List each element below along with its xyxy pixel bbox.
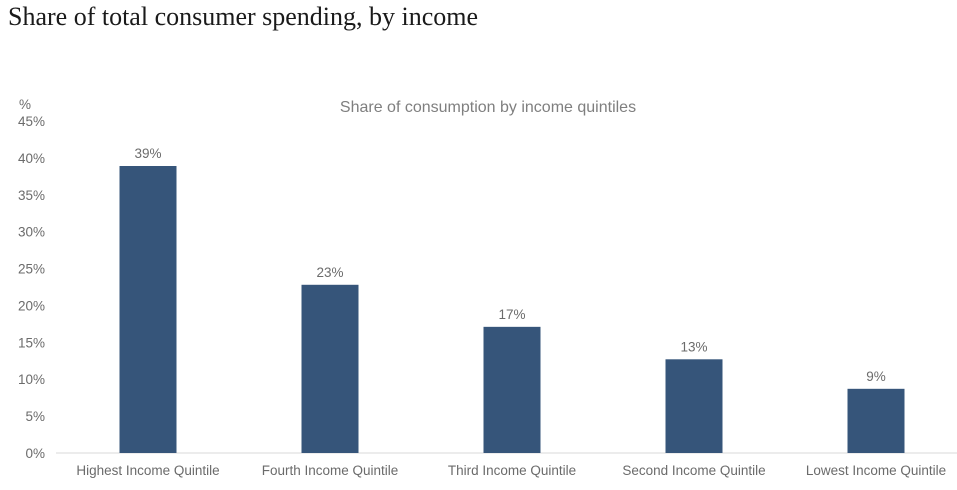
chart-title: Share of consumption by income quintiles bbox=[340, 99, 636, 116]
category-label: Fourth Income Quintile bbox=[262, 463, 399, 478]
data-label: 9% bbox=[866, 369, 886, 384]
data-labels: 39% 23% 17% 13% 9% bbox=[134, 146, 885, 384]
category-label: Second Income Quintile bbox=[622, 463, 765, 478]
y-tick-label: 25% bbox=[18, 262, 45, 277]
y-tick-label: 20% bbox=[18, 298, 45, 313]
bars bbox=[119, 166, 905, 453]
y-axis-ticks: 0% 5% 10% 15% 20% 25% 30% 35% 40% 45% bbox=[18, 114, 45, 461]
bar bbox=[665, 359, 723, 453]
bar bbox=[119, 166, 177, 453]
data-label: 17% bbox=[498, 307, 525, 322]
y-tick-label: 45% bbox=[18, 114, 45, 129]
y-tick-label: 35% bbox=[18, 188, 45, 203]
y-tick-label: 15% bbox=[18, 335, 45, 350]
y-tick-label: 5% bbox=[25, 409, 45, 424]
category-label: Lowest Income Quintile bbox=[806, 463, 946, 478]
page-title: Share of total consumer spending, by inc… bbox=[8, 2, 479, 31]
data-label: 39% bbox=[134, 146, 161, 161]
y-tick-label: 40% bbox=[18, 151, 45, 166]
category-labels: Highest Income Quintile Fourth Income Qui… bbox=[76, 463, 946, 478]
data-label: 13% bbox=[680, 339, 707, 354]
y-axis-label: % bbox=[19, 97, 31, 112]
y-tick-label: 10% bbox=[18, 372, 45, 387]
category-label: Highest Income Quintile bbox=[76, 463, 219, 478]
y-tick-label: 30% bbox=[18, 225, 45, 240]
bar bbox=[847, 388, 905, 453]
data-label: 23% bbox=[316, 265, 343, 280]
bar bbox=[483, 326, 541, 453]
category-label: Third Income Quintile bbox=[448, 463, 576, 478]
bar bbox=[301, 284, 359, 453]
y-tick-label: 0% bbox=[25, 446, 45, 461]
